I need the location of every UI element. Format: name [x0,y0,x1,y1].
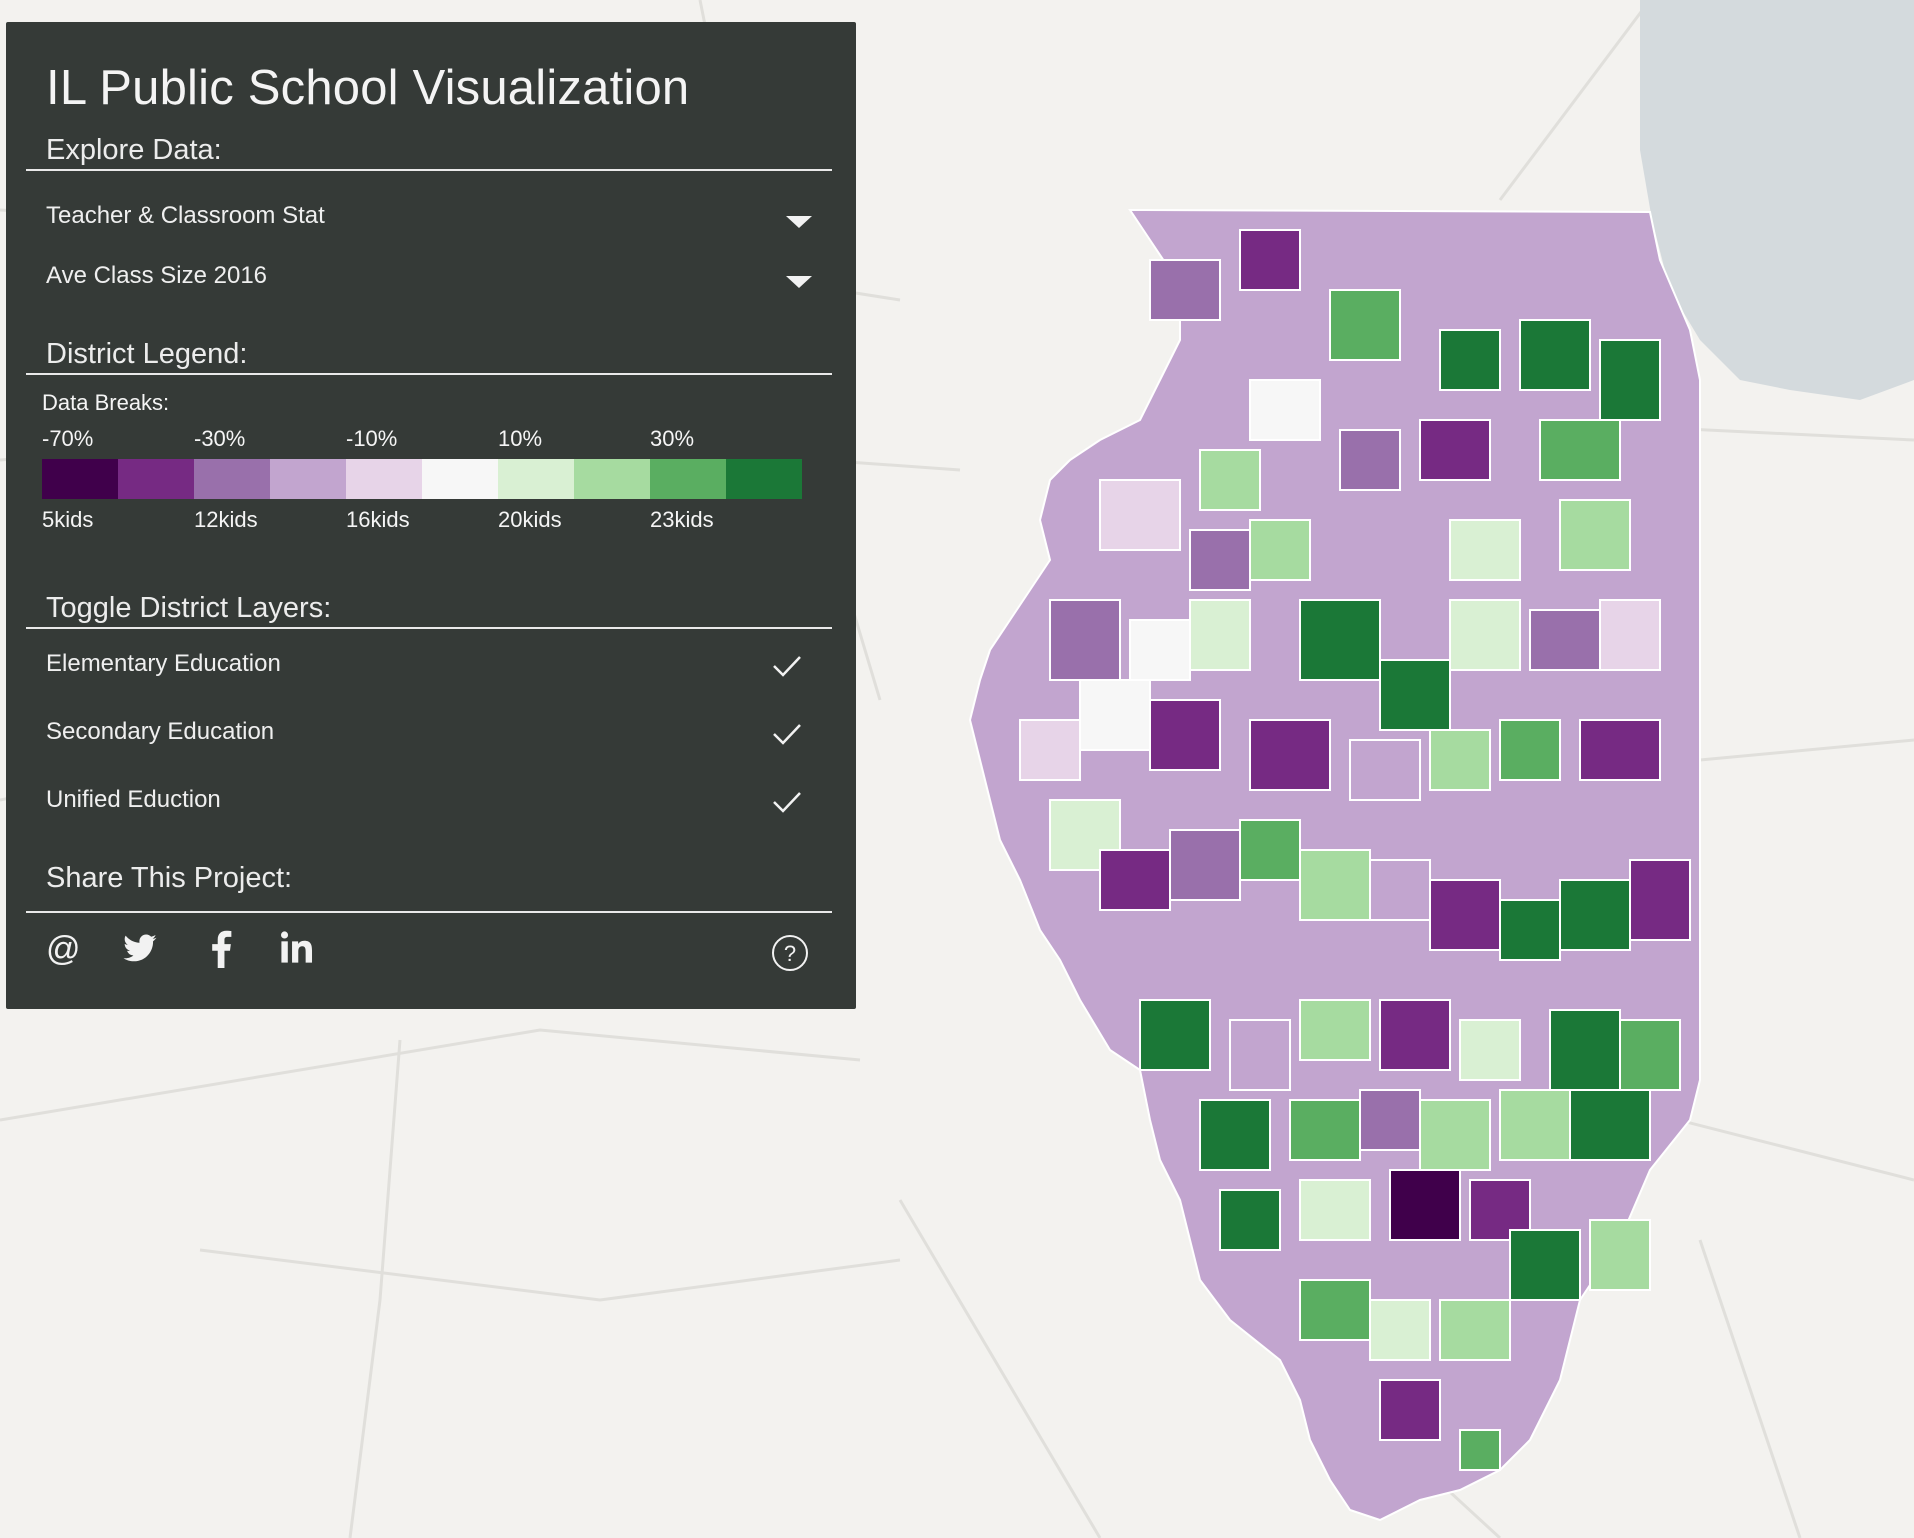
checkmark-icon [773,724,801,745]
legend-swatch [574,459,650,499]
lake-michigan [1640,0,1914,400]
chevron-down-icon [786,216,812,228]
chevron-down-icon [786,276,812,288]
divider [26,911,832,913]
legend-swatch [42,459,118,499]
toggle-label: Unified Eduction [46,786,221,813]
legend-percent-label: 30% [650,426,695,451]
divider [26,169,832,171]
legend-swatch [422,459,498,499]
facebook-icon[interactable] [210,930,232,968]
at-icon[interactable]: @ [46,930,81,968]
toggle-label: Elementary Education [46,650,281,677]
share-heading: Share This Project: [46,862,293,894]
district-patches[interactable] [1019,229,1691,1471]
metric-dropdown[interactable]: Ave Class Size 2016 [46,262,812,306]
checkmark-icon [773,792,801,813]
toggle-label: Secondary Education [46,718,275,745]
toggle-elementary[interactable]: Elementary Education [46,650,812,696]
category-dropdown[interactable]: Teacher & Classroom Stat [46,202,812,246]
legend-heading: District Legend: [46,338,248,370]
legend-swatch [118,459,194,499]
svg-text:?: ? [784,941,796,966]
checkmark-icon [773,656,801,677]
linkedin-icon[interactable] [280,930,314,964]
control-panel: IL Public School Visualization Explore D… [6,22,856,1009]
page-title: IL Public School Visualization [46,61,690,115]
legend-percent-label: -30% [194,426,246,451]
legend-percent-label: 10% [498,426,543,451]
legend-swatch [726,459,802,499]
twitter-icon[interactable] [122,934,158,964]
divider [26,373,832,375]
legend-value-label: 16kids [346,507,410,532]
explore-heading: Explore Data: [46,134,222,166]
legend-value-label: 20kids [498,507,562,532]
legend-swatch [498,459,574,499]
data-breaks-label: Data Breaks: [42,390,170,415]
legend-value-label: 5kids [42,507,94,532]
legend-value-label: 23kids [650,507,714,532]
legend-swatch [194,459,270,499]
toggle-unified[interactable]: Unified Eduction [46,786,812,832]
legend-value-label: 12kids [194,507,258,532]
category-value: Teacher & Classroom Stat [46,202,325,229]
help-icon[interactable]: ? [771,934,809,972]
metric-value: Ave Class Size 2016 [46,262,268,289]
divider [26,627,832,629]
legend-percent-label: -70% [42,426,94,451]
legend-swatch [270,459,346,499]
legend-swatch [346,459,422,499]
legend-percent-label: -10% [346,426,398,451]
toggle-secondary[interactable]: Secondary Education [46,718,812,764]
legend-swatch [650,459,726,499]
layers-heading: Toggle District Layers: [46,592,332,624]
